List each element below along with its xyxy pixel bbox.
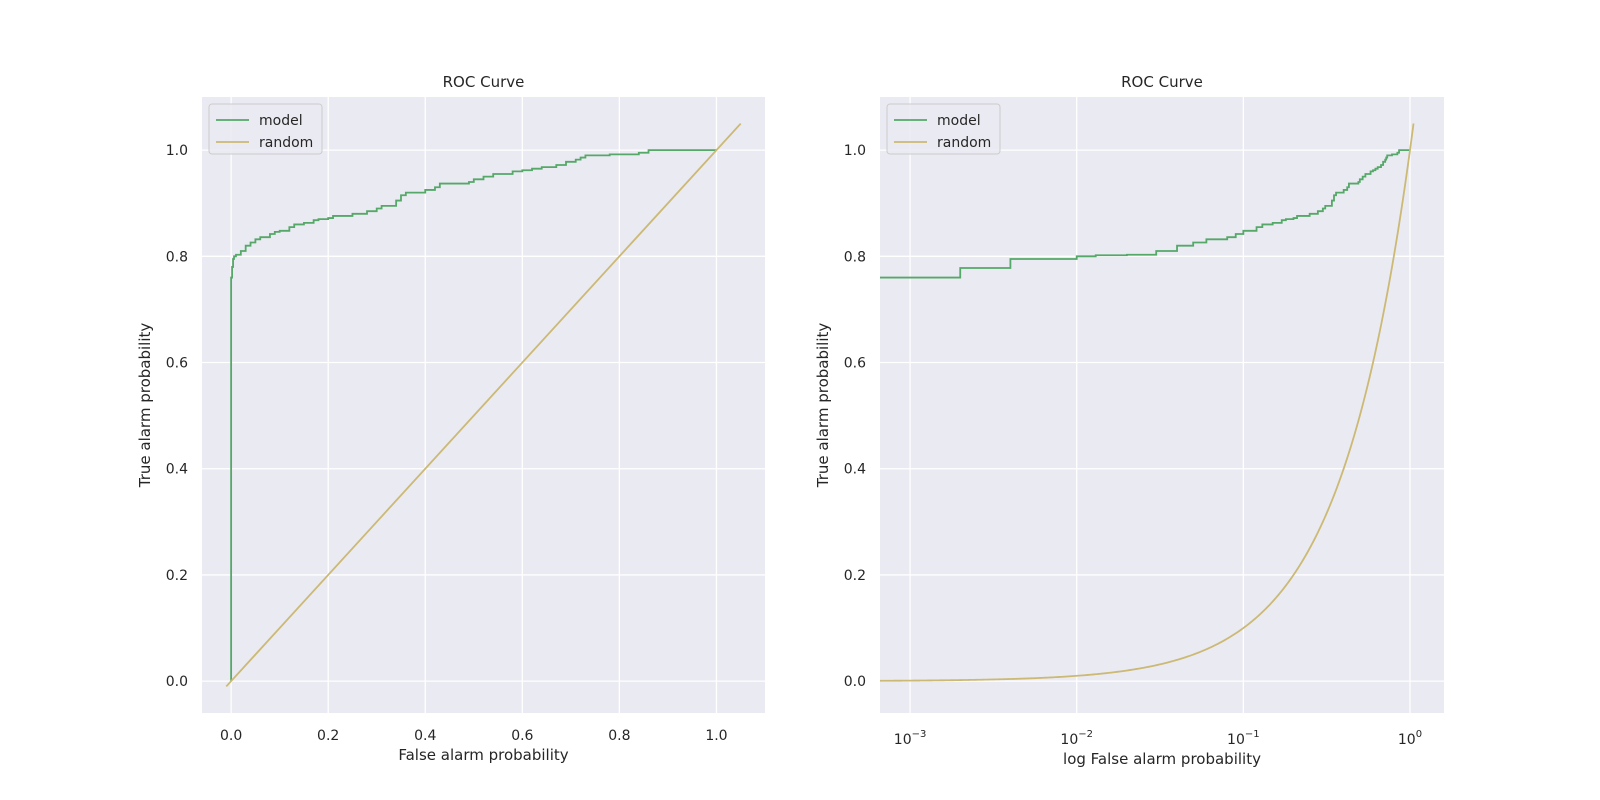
series-line-random bbox=[880, 123, 1415, 682]
chart-title: ROC Curve bbox=[1121, 73, 1203, 91]
chart-title: ROC Curve bbox=[443, 73, 525, 91]
x-tick-label: 10−2 bbox=[1060, 729, 1093, 748]
y-tick-label: 0.0 bbox=[844, 674, 866, 690]
y-tick-label: 0.4 bbox=[166, 462, 188, 478]
y-tick-label: 0.0 bbox=[166, 674, 188, 690]
y-tick-label: 0.4 bbox=[844, 462, 866, 478]
x-tick-label: 0.0 bbox=[220, 728, 242, 744]
y-tick-label: 0.8 bbox=[844, 249, 866, 265]
x-tick-base: 10 bbox=[1227, 732, 1245, 748]
chart-panel-1: 0.0 0.2 0.4 0.6 0.8 1.0 0.0 0.2 0.4 0.6 0.8 1.0 ROC … bbox=[136, 73, 765, 764]
legend: model random bbox=[208, 103, 323, 155]
x-axis-label: False alarm probability bbox=[398, 746, 568, 764]
series-line-random bbox=[225, 122, 742, 688]
series-line-model bbox=[230, 149, 717, 682]
x-tick-label: 100 bbox=[1398, 729, 1422, 748]
legend-label-random: random bbox=[259, 135, 313, 151]
legend: model random bbox=[886, 103, 1001, 155]
x-tick-exponent: 0 bbox=[1416, 729, 1422, 740]
x-tick-exponent: −1 bbox=[1245, 729, 1260, 740]
legend-label-model: model bbox=[259, 113, 303, 129]
y-axis-label: True alarm probability bbox=[814, 323, 832, 489]
series-line-model bbox=[880, 149, 1410, 279]
y-tick-label: 0.6 bbox=[844, 356, 866, 372]
x-tick-label: 0.8 bbox=[608, 728, 630, 744]
y-tick-label: 0.6 bbox=[166, 356, 188, 372]
x-tick-exponent: −2 bbox=[1078, 729, 1093, 740]
y-tick-label: 0.2 bbox=[844, 568, 866, 584]
x-axis-label: log False alarm probability bbox=[1063, 750, 1261, 768]
x-tick-label: 0.2 bbox=[317, 728, 339, 744]
y-axis-label: True alarm probability bbox=[136, 323, 154, 489]
y-tick-label: 0.2 bbox=[166, 568, 188, 584]
x-tick-base: 10 bbox=[894, 732, 912, 748]
y-tick-label: 1.0 bbox=[166, 143, 188, 159]
plot-area bbox=[225, 122, 742, 688]
y-tick-label: 0.8 bbox=[166, 249, 188, 265]
x-tick-base: 10 bbox=[1398, 732, 1416, 748]
x-tick-label: 0.4 bbox=[414, 728, 436, 744]
x-tick-base: 10 bbox=[1060, 732, 1078, 748]
x-tick-label: 10−1 bbox=[1227, 729, 1260, 748]
legend-label-random: random bbox=[937, 135, 991, 151]
plot-background bbox=[880, 97, 1444, 713]
x-tick-label: 1.0 bbox=[705, 728, 727, 744]
y-tick-label: 1.0 bbox=[844, 143, 866, 159]
x-tick-label: 10−3 bbox=[894, 729, 927, 748]
x-tick-exponent: −3 bbox=[912, 729, 927, 740]
plot-area bbox=[880, 123, 1415, 682]
legend-label-model: model bbox=[937, 113, 981, 129]
x-tick-label: 0.6 bbox=[511, 728, 533, 744]
